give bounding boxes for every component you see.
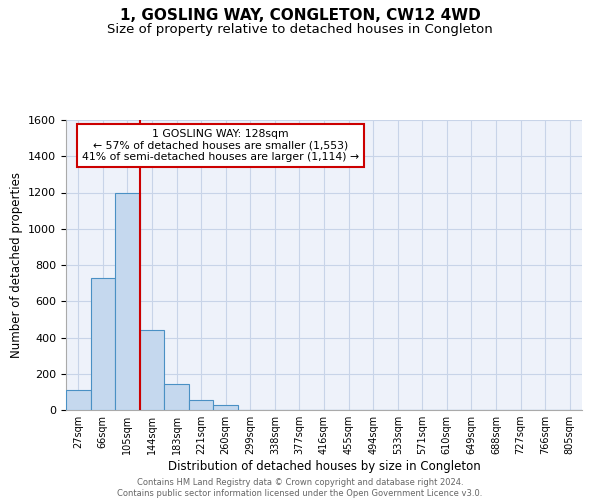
Bar — [214, 404, 238, 410]
X-axis label: Distribution of detached houses by size in Congleton: Distribution of detached houses by size … — [167, 460, 481, 473]
Bar — [164, 384, 189, 410]
Text: Contains HM Land Registry data © Crown copyright and database right 2024.
Contai: Contains HM Land Registry data © Crown c… — [118, 478, 482, 498]
Y-axis label: Number of detached properties: Number of detached properties — [10, 172, 23, 358]
Bar — [66, 390, 91, 410]
Bar — [115, 192, 140, 410]
Text: Size of property relative to detached houses in Congleton: Size of property relative to detached ho… — [107, 22, 493, 36]
Bar — [140, 330, 164, 410]
Text: 1, GOSLING WAY, CONGLETON, CW12 4WD: 1, GOSLING WAY, CONGLETON, CW12 4WD — [119, 8, 481, 22]
Bar — [91, 278, 115, 410]
Bar — [189, 400, 214, 410]
Text: 1 GOSLING WAY: 128sqm
← 57% of detached houses are smaller (1,553)
41% of semi-d: 1 GOSLING WAY: 128sqm ← 57% of detached … — [82, 128, 359, 162]
